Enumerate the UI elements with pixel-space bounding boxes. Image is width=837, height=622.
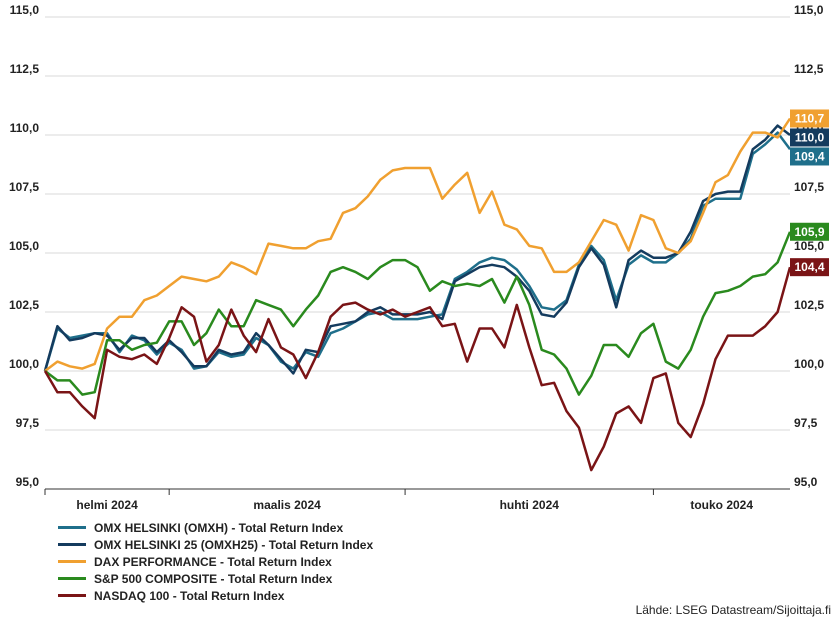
legend-label: OMX HELSINKI 25 (OMXH25) - Total Return …: [94, 537, 374, 552]
legend-swatch: [58, 594, 86, 597]
x-axis: helmi 2024 maalis 2024 huhti 2024 touko 202…: [44, 488, 790, 512]
series-line-1: [43, 124, 791, 375]
legend: OMX HELSINKI (OMXH) - Total Return Index…: [58, 519, 373, 604]
end-value-label: 110,0: [795, 130, 825, 144]
y-tick-label-left: 115,0: [10, 3, 40, 17]
legend-label: DAX PERFORMANCE - Total Return Index: [94, 554, 332, 569]
legend-swatch: [58, 543, 86, 546]
end-value-label: 109,4: [794, 149, 824, 163]
y-tick-label-left: 100,0: [9, 357, 39, 371]
y-tick-label-left: 102,5: [9, 298, 39, 312]
end-label-box: [790, 147, 829, 166]
y-tick-label-left: 107,5: [9, 180, 39, 194]
y-tick-label-right: 112,5: [794, 62, 824, 76]
legend-item: OMX HELSINKI (OMXH) - Total Return Index: [58, 519, 373, 536]
end-label-box: [790, 222, 829, 241]
y-tick-label-right: 97,5: [794, 416, 818, 430]
legend-item: NASDAQ 100 - Total Return Index: [58, 587, 373, 604]
series-line-0: [43, 131, 792, 372]
series-line-3: [44, 231, 792, 396]
y-axis-left: 115,0 112,5 110,0 107,5 105,0 102,5 100,0 97,5 9…: [9, 3, 39, 489]
end-value-label: 110,7: [795, 111, 825, 125]
y-tick-label-right: 100,0: [794, 357, 824, 371]
series-lines: [43, 117, 792, 472]
legend-swatch: [58, 560, 86, 563]
y-tick-label-left: 105,0: [9, 239, 39, 253]
y-tick-label-left: 110,0: [10, 121, 40, 135]
end-value-labels: 110,7 110,0 109,4 105,9 104,4: [790, 109, 829, 277]
x-month-label: helmi 2024: [76, 498, 138, 512]
end-label-box: [790, 128, 829, 147]
y-tick-label-right: 95,0: [794, 475, 818, 489]
end-value-label: 105,9: [794, 225, 824, 239]
end-label-box: [790, 109, 829, 128]
x-month-label: maalis 2024: [253, 498, 321, 512]
legend-item: S&P 500 COMPOSITE - Total Return Index: [58, 570, 373, 587]
y-tick-label-right: 105,0: [794, 239, 824, 253]
source-note: Lähde: LSEG Datastream/Sijoittaja.fi: [635, 603, 831, 617]
end-label-box: [790, 258, 829, 277]
y-tick-label-right: 115,0: [794, 3, 824, 17]
y-tick-label-left: 112,5: [10, 62, 40, 76]
series-line-4: [43, 266, 792, 472]
end-value-label: 104,4: [794, 260, 824, 274]
x-month-label: huhti 2024: [500, 498, 560, 512]
series-line-2: [44, 117, 792, 372]
legend-label: NASDAQ 100 - Total Return Index: [94, 588, 285, 603]
y-axis-right: 115,0 112,5 110,0 107,5 105,0 102,5 100,0 97,5 9…: [794, 3, 824, 489]
legend-label: S&P 500 COMPOSITE - Total Return Index: [94, 571, 333, 586]
x-month-label: touko 2024: [690, 498, 753, 512]
y-tick-label-right: 107,5: [794, 180, 824, 194]
y-tick-label-left: 95,0: [16, 475, 40, 489]
y-tick-label-right: 102,5: [794, 298, 824, 312]
y-tick-label-left: 97,5: [16, 416, 40, 430]
legend-label: OMX HELSINKI (OMXH) - Total Return Index: [94, 520, 344, 535]
legend-swatch: [58, 526, 86, 529]
legend-item: OMX HELSINKI 25 (OMXH25) - Total Return …: [58, 536, 373, 553]
legend-swatch: [58, 577, 86, 580]
legend-item: DAX PERFORMANCE - Total Return Index: [58, 553, 373, 570]
